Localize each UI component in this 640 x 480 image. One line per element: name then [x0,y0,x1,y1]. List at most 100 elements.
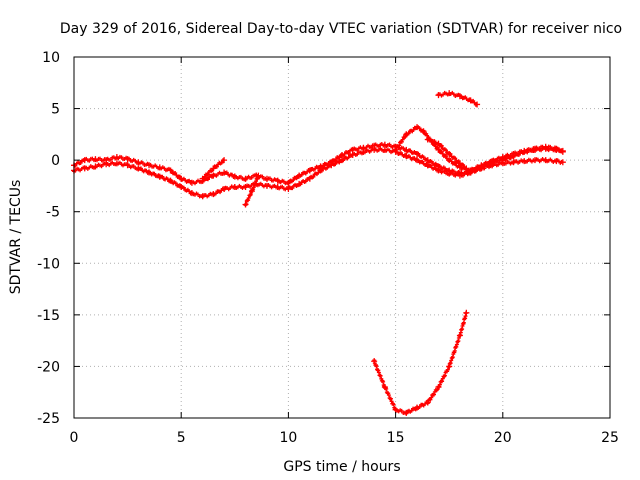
data-point [339,157,345,164]
data-point [489,158,496,165]
data-point [306,175,313,182]
data-point [414,157,421,164]
series-track-5 [435,90,481,108]
data-point [274,183,281,190]
x-tick-label: 10 [279,430,297,446]
data-point [199,175,206,182]
data-point [553,158,560,165]
data-point [221,169,228,176]
data-point [446,157,453,164]
data-point [414,404,421,411]
data-point [424,157,431,164]
series-track-7 [199,157,228,182]
data-point [349,146,356,153]
data-point [255,172,262,179]
data-point [499,160,506,167]
data-point [103,161,110,168]
data-point [231,183,238,190]
data-point [349,151,356,158]
data-point [92,163,99,170]
data-point [435,146,442,153]
data-point [521,158,528,165]
data-point [263,182,270,189]
data-point [306,167,313,174]
data-point [414,124,421,131]
x-tick-label: 25 [601,430,619,446]
data-point [371,146,378,153]
x-tick-label: 5 [177,430,186,446]
data-point [474,101,481,108]
data-point [463,165,470,172]
data-point [167,177,174,184]
data-point [231,173,238,180]
data-point [178,175,185,182]
data-point [210,165,217,172]
x-axis-title: GPS time / hours [283,459,400,475]
data-point [499,154,506,161]
data-point [424,399,431,406]
x-tick-label: 0 [70,430,79,446]
data-point [210,172,217,179]
data-point [92,156,99,163]
data-point [296,180,303,187]
data-point [81,157,88,164]
data-point [467,97,474,104]
data-point [542,143,549,150]
data-point [531,157,538,164]
data-point [178,183,185,190]
data-point [135,165,142,172]
data-point [242,201,249,208]
chart-title: Day 329 of 2016, Sidereal Day-to-day VTE… [60,21,622,37]
data-point [424,136,431,143]
data-point [285,179,292,186]
data-point [146,162,153,169]
data-point [467,167,474,174]
data-point [521,147,528,154]
data-point [559,148,566,155]
data-point [420,128,427,135]
data-point [113,154,120,161]
data-point [285,186,292,193]
data-point [146,169,153,176]
data-point [403,409,410,416]
data-point [510,159,517,166]
data-point [167,167,174,174]
data-point [478,162,485,169]
data-point [446,90,453,97]
data-point [435,92,442,99]
ticks: 0 5 10 15 20 25 10 5 0 -5 -10 -15 -20 -25 [37,50,619,446]
data-point [435,167,442,174]
x-tick-label: 20 [494,430,512,446]
data-point [371,358,378,365]
data-point [446,363,453,370]
y-tick-label: 10 [42,50,60,66]
data-point [403,146,410,153]
plot-frame [73,56,611,419]
data-point [188,190,195,197]
data-point [317,167,324,174]
series-track-8 [242,172,262,208]
data-point [456,93,463,100]
data-point [210,191,217,198]
data-point [456,172,463,179]
data-point [339,151,345,158]
data-point [296,172,303,179]
data-point [274,177,281,184]
data-point [456,160,463,167]
y-tick-label: -25 [37,411,60,427]
y-tick-label: 0 [51,153,60,169]
y-tick-label: -20 [37,359,60,375]
data-point [188,179,195,186]
data-point [446,170,453,177]
data-point [510,150,517,157]
series-track-6 [371,309,470,416]
data-point [263,175,270,182]
y-tick-label: 5 [51,102,60,118]
data-point [124,156,131,163]
data-point [81,165,88,172]
data-point [360,148,367,155]
data-point [113,160,120,167]
y-tick-label: -15 [37,308,60,324]
